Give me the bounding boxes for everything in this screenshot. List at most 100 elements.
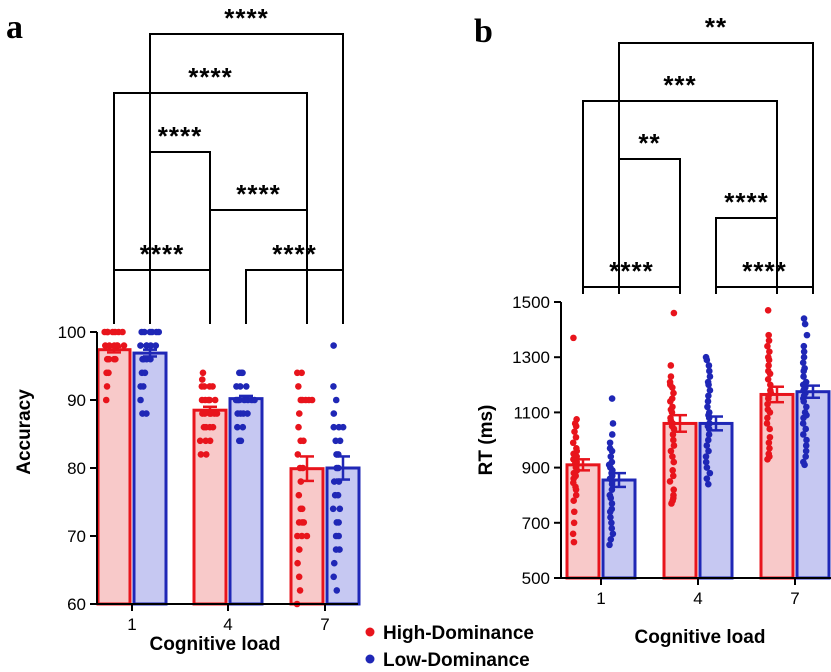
panel-a-dot-high-dominance-load-4 <box>211 396 219 404</box>
panel-a-errorbar-high-dominance-load-4 <box>203 405 217 415</box>
panel-a-dot-low-dominance-load-4 <box>239 423 247 431</box>
panel-b-dot-high-dominance-load-4 <box>670 389 677 397</box>
significance-stars: **** <box>609 256 653 286</box>
panel-a-dot-low-dominance-load-7 <box>329 505 337 513</box>
panel-b-dot-high-dominance-load-7 <box>766 409 774 416</box>
panel-b-errorbar-high-dominance-load-1 <box>576 458 590 472</box>
panel-b-dot-low-dominance-load-4 <box>706 373 714 380</box>
panel-b-bar-high-dominance-load-4 <box>662 421 698 580</box>
panel-a-dot-low-dominance-load-1 <box>155 328 163 336</box>
panel-b-dot-high-dominance-load-1 <box>572 486 580 493</box>
significance-stars: **** <box>742 256 786 286</box>
panel-b-axes: 500 700 900 1100 1300 1500 1 4 7 <box>512 293 831 608</box>
panel-a-dot-high-dominance-load-4 <box>197 451 205 458</box>
panel-b-dot-high-dominance-load-7 <box>765 395 772 402</box>
significance-stars: *** <box>663 70 696 100</box>
panel-a-dot-low-dominance-load-7 <box>330 410 338 417</box>
panel-a-errorbar-high-dominance-load-7 <box>300 455 314 483</box>
panel-b-dot-low-dominance-load-7 <box>799 359 807 367</box>
panel-b-dot-high-dominance-load-7 <box>765 331 772 339</box>
panel-b-dot-high-dominance-load-4 <box>669 467 677 474</box>
panel-b-dot-high-dominance-load-4 <box>667 398 674 405</box>
panel-b-dot-low-dominance-load-1 <box>608 395 616 402</box>
panel-b-dot-high-dominance-load-4 <box>669 384 676 391</box>
panel-b-dot-high-dominance-load-7 <box>766 348 773 355</box>
panel-b-dot-low-dominance-load-4 <box>703 475 711 482</box>
panel-b-y-tick-label: 1300 <box>512 348 550 367</box>
panel-a-dot-low-dominance-load-7 <box>330 342 337 349</box>
panel-b-dot-high-dominance-load-1 <box>572 433 580 441</box>
panel-a-dot-low-dominance-load-7 <box>335 519 342 526</box>
panel-b-significance-brackets: **** *************** <box>582 12 814 294</box>
panel-b-dot-low-dominance-load-1 <box>606 541 613 549</box>
panel-a-dot-high-dominance-load-4 <box>196 437 204 445</box>
panel-b-dot-low-dominance-load-7 <box>803 403 810 411</box>
panel-b-significance-bracket: *** <box>582 70 778 294</box>
panel-b-dot-high-dominance-load-1 <box>569 530 577 538</box>
panel-a-significance-bracket: **** <box>113 62 308 324</box>
panel-a-dot-low-dominance-load-4 <box>239 369 246 377</box>
panel-b-dot-high-dominance-load-7 <box>766 444 773 452</box>
panel-b-dot-high-dominance-load-4 <box>666 478 674 485</box>
bracket-line <box>113 269 211 324</box>
panel-b-dot-low-dominance-load-4 <box>703 464 711 471</box>
bracket-line <box>245 269 344 324</box>
panel-a-significance-bracket: **** <box>149 121 211 324</box>
panel-b-dot-low-dominance-load-7 <box>800 353 808 361</box>
panel-a-y-axis-label: Accuracy <box>14 389 35 475</box>
panel-a-plot-area <box>96 328 361 608</box>
panel-b-dot-low-dominance-load-4 <box>705 447 712 455</box>
panel-b-dot-low-dominance-load-4 <box>706 367 713 375</box>
panel-b-dot-low-dominance-load-7 <box>802 447 810 455</box>
panel-a-significance-bracket: **** <box>113 239 211 324</box>
panel-b-dot-high-dominance-load-7 <box>764 342 771 350</box>
panel-b-errorbar-high-dominance-load-4 <box>673 413 687 433</box>
panel-a-dot-high-dominance-load-7 <box>296 546 303 553</box>
panel-b-dot-low-dominance-load-1 <box>607 494 615 502</box>
panel-b-dot-high-dominance-load-1 <box>572 491 580 499</box>
panel-b-dot-high-dominance-load-1 <box>571 428 578 436</box>
panel-a-dot-low-dominance-load-1 <box>137 396 144 404</box>
panel-b-dot-high-dominance-load-4 <box>667 447 675 455</box>
panel-a-dot-low-dominance-load-1 <box>147 342 155 349</box>
panel-b-dot-low-dominance-load-4 <box>704 480 712 488</box>
panel-b-dot-high-dominance-load-4 <box>667 362 675 369</box>
panel-b-errorbar-low-dominance-load-1 <box>612 471 626 489</box>
panel-a-dot-low-dominance-load-7 <box>336 437 344 445</box>
significance-stars: **** <box>236 179 280 209</box>
panel-b-dot-high-dominance-load-4 <box>667 373 675 380</box>
panel-b-dot-low-dominance-load-1 <box>607 453 615 460</box>
panel-a-y-tick-label: 80 <box>67 459 86 478</box>
panel-a-dot-high-dominance-load-7 <box>298 532 306 540</box>
significance-stars: **** <box>158 121 202 151</box>
panel-a-y-tick-label: 90 <box>67 391 86 410</box>
panel-b-dot-high-dominance-load-7 <box>766 370 774 378</box>
panel-b-dot-high-dominance-load-1 <box>570 538 578 546</box>
panel-a-dot-high-dominance-load-7 <box>300 437 307 445</box>
panel-b-dot-low-dominance-load-7 <box>800 373 807 380</box>
panel-b-dot-low-dominance-load-4 <box>704 398 712 405</box>
panel-a-dot-high-dominance-load-4 <box>198 376 206 383</box>
panel-a-dot-high-dominance-load-4 <box>200 383 208 390</box>
panel-b-dot-low-dominance-load-4 <box>705 381 712 389</box>
panel-a-dot-low-dominance-load-7 <box>330 573 337 581</box>
panel-a-dot-high-dominance-load-7 <box>308 396 316 404</box>
panel-b-dot-low-dominance-load-4 <box>704 403 711 411</box>
panel-a-significance-bracket: **** <box>245 239 344 324</box>
panel-b-dot-low-dominance-load-1 <box>608 431 616 438</box>
panel-a-dot-low-dominance-load-1 <box>152 342 160 349</box>
panel-b-dot-low-dominance-load-1 <box>607 513 614 521</box>
panel-a-dot-low-dominance-load-7 <box>335 532 342 540</box>
panel-b-dot-high-dominance-load-7 <box>765 356 773 364</box>
panel-a-dot-high-dominance-load-4 <box>206 396 213 404</box>
legend-low-dominance-marker <box>365 654 375 664</box>
panel-a-dot-high-dominance-load-1 <box>112 355 119 363</box>
panel-a-dot-low-dominance-load-1 <box>141 369 149 377</box>
panel-a-dot-high-dominance-load-7 <box>300 519 308 526</box>
panel-b-dot-low-dominance-load-4 <box>702 453 710 460</box>
panel-a-significance-brackets: **** **** **** **** **** **** <box>113 3 344 324</box>
panel-a-dot-low-dominance-load-4 <box>244 410 251 417</box>
panel-b-dot-low-dominance-load-4 <box>706 469 714 477</box>
panel-b-dot-high-dominance-load-1 <box>570 519 578 527</box>
